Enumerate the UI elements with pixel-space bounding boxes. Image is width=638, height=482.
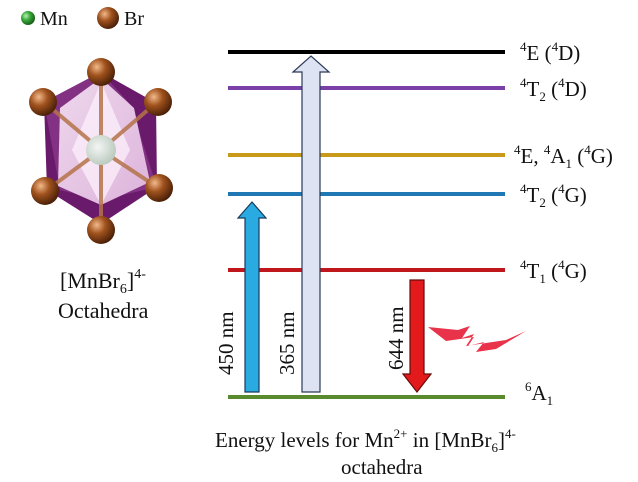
br-legend-swatch [97, 7, 119, 29]
br-legend-label: Br [124, 8, 144, 30]
mn-legend-label: Mn [40, 8, 68, 30]
mn-legend-swatch [21, 11, 35, 25]
label-4T1-4G: 4T1 (4G) [520, 257, 587, 286]
br-atom-lower-right [145, 174, 173, 202]
br-atom-bottom [87, 216, 115, 244]
arrow-450-label: 450 nm [214, 311, 238, 375]
octahedron-formula-label: [MnBr6]4- [60, 267, 146, 297]
label-4T2-4D: 4T2 (4D) [520, 75, 587, 104]
excitation-arrow-450 [236, 201, 268, 393]
emission-lightning-icon [428, 326, 526, 352]
br-atom-upper-left [29, 88, 57, 116]
label-4T2-4G: 4T2 (4G) [520, 181, 587, 210]
mn-center-atom [86, 135, 116, 165]
br-atom-lower-left [31, 177, 59, 205]
diagram-caption-line1: Energy levels for Mn2+ in [MnBr6]4- [215, 426, 516, 455]
excitation-arrow-365 [291, 55, 331, 393]
emission-arrow-644 [401, 279, 433, 393]
octahedron-type-label: Octahedra [58, 298, 149, 323]
arrow-644-label: 644 nm [384, 306, 408, 370]
label-4E-4A1-4G: 4E, 4A1 (4G) [514, 142, 613, 171]
label-6A1: 6A1 [525, 379, 553, 408]
br-atom-top [87, 58, 115, 86]
diagram-caption-line2: octahedra [341, 455, 423, 479]
legend: Mn Br [21, 7, 144, 30]
energy-levels [228, 50, 505, 399]
energy-level-labels: 4E (4D) 4T2 (4D) 4E, 4A1 (4G) 4T2 (4G) 4… [514, 39, 613, 408]
label-4E-4D: 4E (4D) [520, 39, 580, 65]
transition-arrows [236, 55, 433, 393]
mnbr6-octahedron [29, 58, 173, 244]
arrow-365-label: 365 nm [275, 311, 299, 375]
br-atom-upper-right [144, 88, 172, 116]
